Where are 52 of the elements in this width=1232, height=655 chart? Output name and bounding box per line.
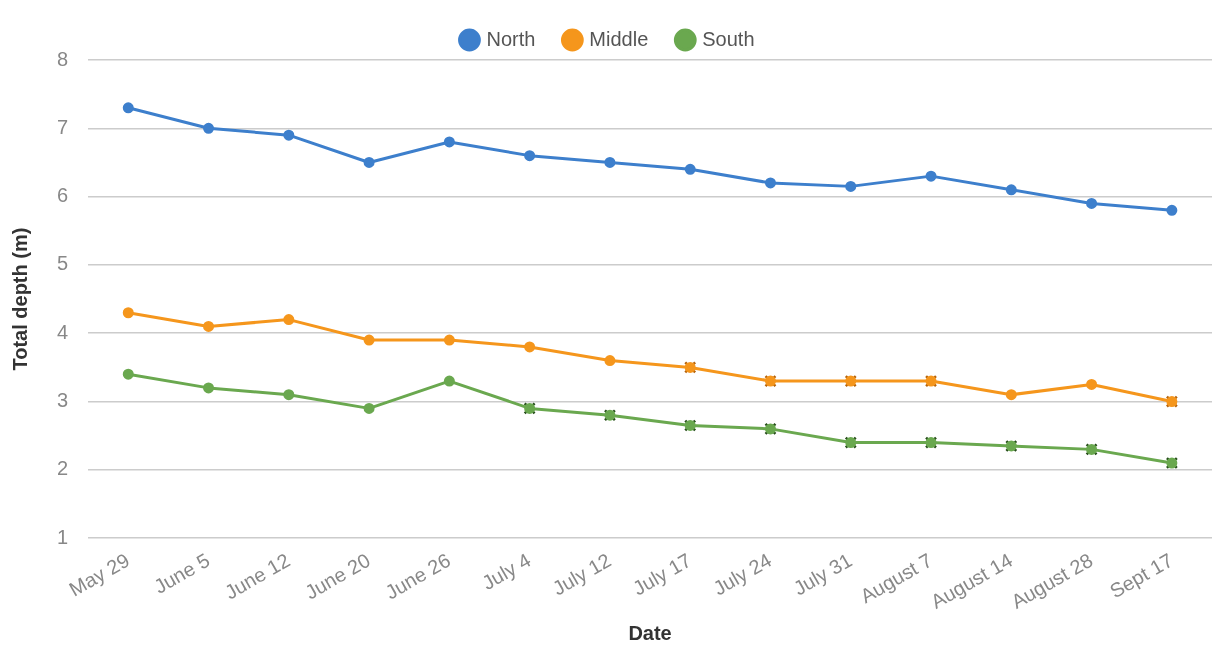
point (363, 402, 375, 414)
point (283, 389, 295, 401)
legend-label: Middle (589, 27, 649, 50)
x-tick-label: June 20 (301, 548, 374, 604)
y-tick-label: 4 (57, 320, 69, 343)
y-tick-label: 3 (57, 389, 69, 412)
x-tick-label: May 29 (65, 548, 134, 601)
x-tick-label: June 12 (220, 548, 294, 604)
point (604, 355, 616, 367)
point (122, 307, 134, 319)
x-tick-label: June 26 (381, 548, 455, 604)
x-axis-title: Date (628, 621, 672, 644)
y-tick-label: 2 (57, 457, 69, 480)
point (845, 180, 857, 192)
point (604, 156, 616, 168)
point (203, 382, 215, 394)
y-axis-title: Total depth (m) (8, 227, 31, 371)
point (363, 156, 375, 168)
legend-label: South (702, 27, 755, 50)
x-tick-label: July 4 (478, 548, 535, 594)
x-tick-label: July 17 (629, 548, 695, 600)
point (524, 341, 536, 353)
y-tick-label: 8 (57, 47, 69, 70)
point (1086, 378, 1098, 390)
point (764, 177, 776, 189)
point (524, 150, 536, 162)
point (1086, 197, 1098, 209)
legend-label: North (486, 27, 536, 50)
point (1005, 184, 1017, 196)
point (443, 136, 455, 148)
point (1005, 389, 1017, 401)
point (363, 334, 375, 346)
point (283, 129, 295, 141)
point (203, 320, 215, 332)
point (1166, 204, 1178, 216)
y-tick-label: 1 (57, 525, 69, 548)
y-tick-label: 5 (57, 252, 69, 275)
y-tick-label: 7 (57, 115, 69, 138)
point (283, 314, 295, 326)
point (684, 163, 696, 175)
x-tick-label: June 5 (150, 548, 214, 598)
point (443, 334, 455, 346)
x-tick-label: July 31 (789, 548, 856, 600)
point (203, 122, 215, 134)
x-tick-label: July 24 (709, 548, 776, 600)
y-tick-label: 6 (57, 184, 69, 207)
point (925, 170, 937, 182)
x-tick-label: July 12 (548, 548, 615, 600)
point (122, 368, 134, 380)
x-tick-label: Sept 17 (1105, 548, 1177, 603)
point (122, 102, 134, 114)
point (443, 375, 455, 387)
